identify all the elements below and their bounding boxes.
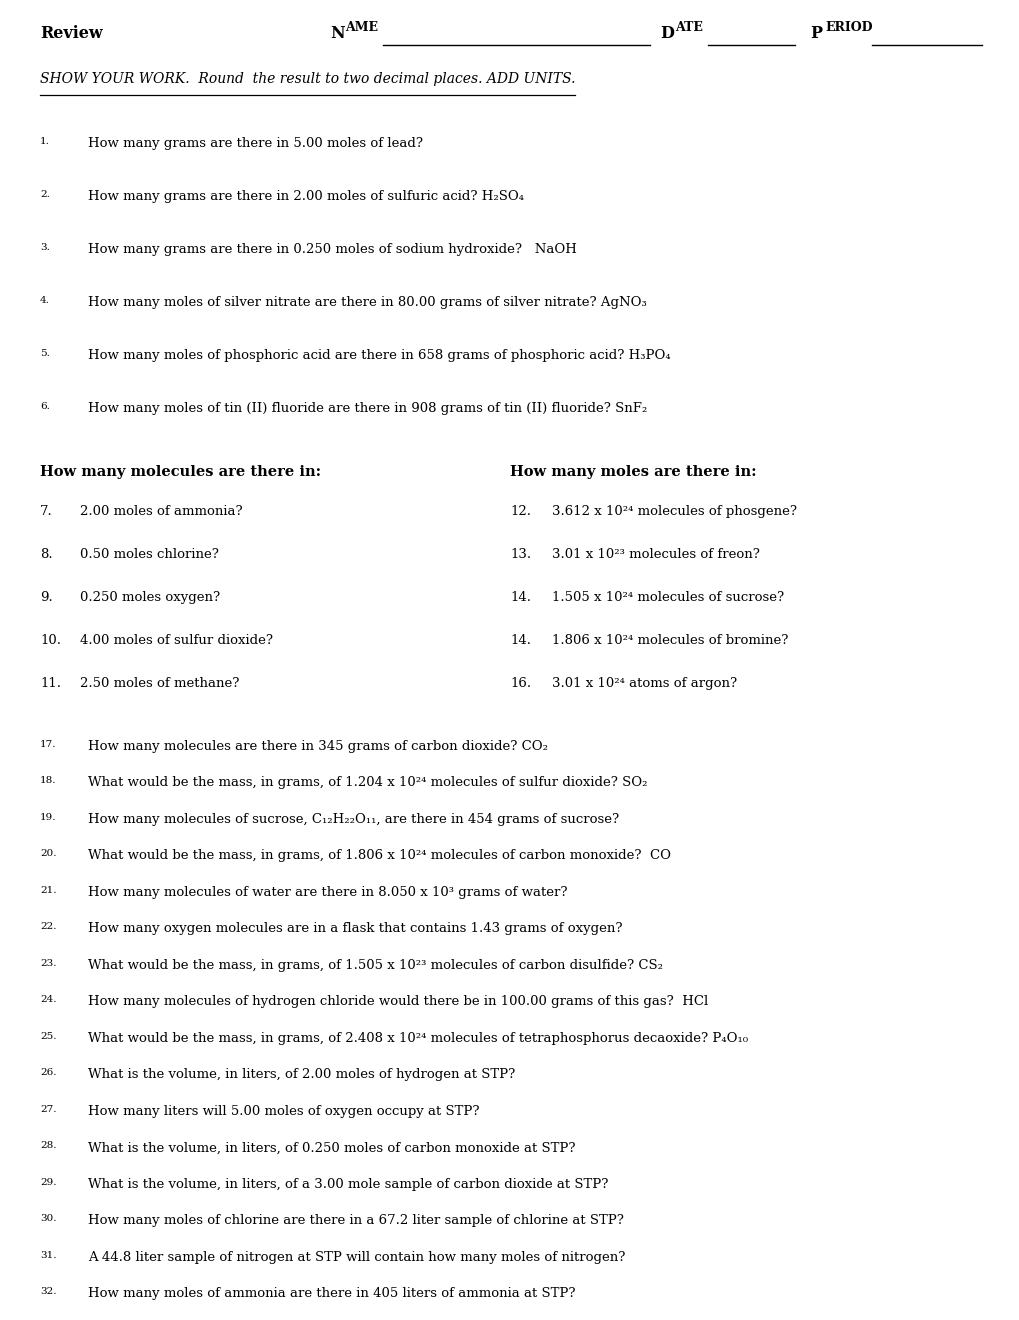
Text: 14.: 14. — [510, 591, 531, 605]
Text: 2.: 2. — [40, 190, 50, 199]
Text: 30.: 30. — [40, 1214, 56, 1224]
Text: 3.612 x 10²⁴ molecules of phosgene?: 3.612 x 10²⁴ molecules of phosgene? — [551, 506, 796, 517]
Text: How many moles of phosphoric acid are there in 658 grams of phosphoric acid? H₃P: How many moles of phosphoric acid are th… — [88, 348, 669, 362]
Text: 5.: 5. — [40, 348, 50, 358]
Text: 18.: 18. — [40, 776, 56, 785]
Text: What would be the mass, in grams, of 1.505 x 10²³ molecules of carbon disulfide?: What would be the mass, in grams, of 1.5… — [88, 960, 662, 972]
Text: What is the volume, in liters, of 2.00 moles of hydrogen at STP?: What is the volume, in liters, of 2.00 m… — [88, 1068, 515, 1081]
Text: How many molecules of sucrose, C₁₂H₂₂O₁₁, are there in 454 grams of sucrose?: How many molecules of sucrose, C₁₂H₂₂O₁₁… — [88, 813, 619, 826]
Text: 0.250 moles oxygen?: 0.250 moles oxygen? — [79, 591, 220, 605]
Text: How many liters will 5.00 moles of oxygen occupy at STP?: How many liters will 5.00 moles of oxyge… — [88, 1105, 479, 1118]
Text: 2.00 moles of ammonia?: 2.00 moles of ammonia? — [79, 506, 243, 517]
Text: What would be the mass, in grams, of 2.408 x 10²⁴ molecules of tetraphosphorus d: What would be the mass, in grams, of 2.4… — [88, 1032, 747, 1045]
Text: How many molecules of hydrogen chloride would there be in 100.00 grams of this g: How many molecules of hydrogen chloride … — [88, 995, 707, 1008]
Text: 3.: 3. — [40, 243, 50, 252]
Text: 32.: 32. — [40, 1287, 56, 1296]
Text: How many grams are there in 5.00 moles of lead?: How many grams are there in 5.00 moles o… — [88, 137, 423, 150]
Text: How many molecules are there in 345 grams of carbon dioxide? CO₂: How many molecules are there in 345 gram… — [88, 741, 547, 752]
Text: What would be the mass, in grams, of 1.204 x 10²⁴ molecules of sulfur dioxide? S: What would be the mass, in grams, of 1.2… — [88, 776, 647, 789]
Text: How many oxygen molecules are in a flask that contains 1.43 grams of oxygen?: How many oxygen molecules are in a flask… — [88, 923, 622, 936]
Text: 3.01 x 10²⁴ atoms of argon?: 3.01 x 10²⁴ atoms of argon? — [551, 677, 737, 690]
Text: P: P — [809, 25, 821, 42]
Text: AME: AME — [345, 21, 378, 34]
Text: 10.: 10. — [40, 634, 61, 647]
Text: 1.806 x 10²⁴ molecules of bromine?: 1.806 x 10²⁴ molecules of bromine? — [551, 634, 788, 647]
Text: 20.: 20. — [40, 850, 56, 858]
Text: 25.: 25. — [40, 1032, 56, 1041]
Text: 17.: 17. — [40, 741, 56, 748]
Text: How many grams are there in 0.250 moles of sodium hydroxide?   NaOH: How many grams are there in 0.250 moles … — [88, 243, 577, 256]
Text: D: D — [659, 25, 674, 42]
Text: 14.: 14. — [510, 634, 531, 647]
Text: 19.: 19. — [40, 813, 56, 822]
Text: How many moles of chlorine are there in a 67.2 liter sample of chlorine at STP?: How many moles of chlorine are there in … — [88, 1214, 624, 1228]
Text: How many molecules of water are there in 8.050 x 10³ grams of water?: How many molecules of water are there in… — [88, 886, 567, 899]
Text: 1.: 1. — [40, 137, 50, 147]
Text: 7.: 7. — [40, 506, 53, 517]
Text: 28.: 28. — [40, 1142, 56, 1151]
Text: 22.: 22. — [40, 923, 56, 932]
Text: 29.: 29. — [40, 1177, 56, 1187]
Text: A 44.8 liter sample of nitrogen at STP will contain how many moles of nitrogen?: A 44.8 liter sample of nitrogen at STP w… — [88, 1251, 625, 1265]
Text: 8.: 8. — [40, 548, 53, 561]
Text: How many grams are there in 2.00 moles of sulfuric acid? H₂SO₄: How many grams are there in 2.00 moles o… — [88, 190, 524, 203]
Text: 21.: 21. — [40, 886, 56, 895]
Text: 31.: 31. — [40, 1251, 56, 1261]
Text: 0.50 moles chlorine?: 0.50 moles chlorine? — [79, 548, 219, 561]
Text: 11.: 11. — [40, 677, 61, 690]
Text: ATE: ATE — [675, 21, 703, 34]
Text: 23.: 23. — [40, 960, 56, 968]
Text: 3.01 x 10²³ molecules of freon?: 3.01 x 10²³ molecules of freon? — [551, 548, 759, 561]
Text: How many moles are there in:: How many moles are there in: — [510, 465, 756, 479]
Text: 9.: 9. — [40, 591, 53, 605]
Text: 24.: 24. — [40, 995, 56, 1005]
Text: How many molecules are there in:: How many molecules are there in: — [40, 465, 321, 479]
Text: 1.505 x 10²⁴ molecules of sucrose?: 1.505 x 10²⁴ molecules of sucrose? — [551, 591, 784, 605]
Text: SHOW YOUR WORK.  Round  the result to two decimal places. ADD UNITS.: SHOW YOUR WORK. Round the result to two … — [40, 73, 575, 86]
Text: 27.: 27. — [40, 1105, 56, 1114]
Text: What is the volume, in liters, of 0.250 moles of carbon monoxide at STP?: What is the volume, in liters, of 0.250 … — [88, 1142, 575, 1155]
Text: 2.50 moles of methane?: 2.50 moles of methane? — [79, 677, 239, 690]
Text: How many moles of tin (II) fluoride are there in 908 grams of tin (II) fluoride?: How many moles of tin (II) fluoride are … — [88, 403, 647, 414]
Text: 6.: 6. — [40, 403, 50, 411]
Text: 26.: 26. — [40, 1068, 56, 1077]
Text: Review: Review — [40, 25, 103, 42]
Text: 12.: 12. — [510, 506, 531, 517]
Text: 16.: 16. — [510, 677, 531, 690]
Text: How many moles of ammonia are there in 405 liters of ammonia at STP?: How many moles of ammonia are there in 4… — [88, 1287, 575, 1300]
Text: 4.00 moles of sulfur dioxide?: 4.00 moles of sulfur dioxide? — [79, 634, 273, 647]
Text: How many moles of silver nitrate are there in 80.00 grams of silver nitrate? AgN: How many moles of silver nitrate are the… — [88, 296, 646, 309]
Text: 13.: 13. — [510, 548, 531, 561]
Text: 4.: 4. — [40, 296, 50, 305]
Text: What would be the mass, in grams, of 1.806 x 10²⁴ molecules of carbon monoxide? : What would be the mass, in grams, of 1.8… — [88, 850, 671, 862]
Text: What is the volume, in liters, of a 3.00 mole sample of carbon dioxide at STP?: What is the volume, in liters, of a 3.00… — [88, 1177, 607, 1191]
Text: N: N — [330, 25, 344, 42]
Text: ERIOD: ERIOD — [824, 21, 872, 34]
